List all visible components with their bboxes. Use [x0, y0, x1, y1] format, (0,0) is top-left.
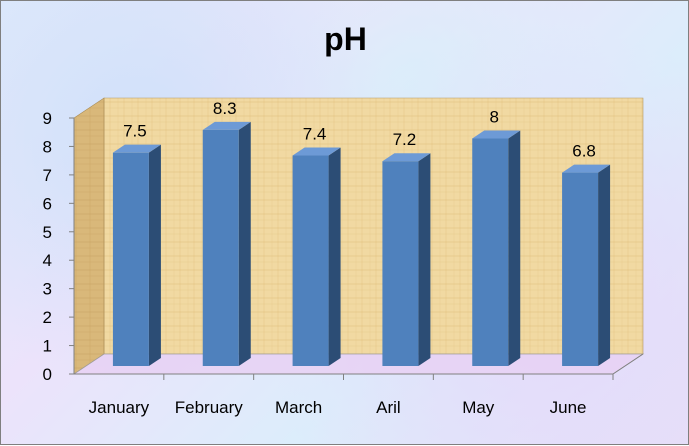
bar-side [238, 121, 251, 367]
data-label: 7.5 [123, 122, 147, 141]
bar-side [328, 147, 341, 366]
bar [562, 172, 599, 366]
y-tick-label: 0 [43, 365, 52, 384]
data-label: 7.2 [393, 130, 417, 149]
x-category-label: March [275, 398, 322, 417]
x-category-label: January [89, 398, 150, 417]
bar [112, 152, 149, 366]
x-category-label: Aril [376, 398, 401, 417]
x-category-label: June [550, 398, 587, 417]
bar [382, 161, 419, 366]
data-label: 8.3 [213, 99, 237, 118]
y-tick-label: 5 [43, 223, 52, 242]
bar-top [382, 153, 431, 162]
chart-title: pH [324, 21, 367, 57]
data-label: 8 [490, 107, 499, 126]
bar-top [562, 164, 611, 173]
y-tick-label: 8 [43, 137, 52, 156]
data-label: 6.8 [572, 142, 596, 161]
bar [292, 155, 329, 366]
bar [472, 138, 509, 366]
bar-side [148, 144, 161, 366]
bar-side [598, 164, 611, 366]
bar [202, 129, 239, 366]
bar-top [292, 147, 341, 156]
y-tick-label: 2 [43, 308, 52, 327]
bar-side [418, 153, 431, 366]
y-tick-label: 4 [43, 251, 52, 270]
y-tick-label: 7 [43, 166, 52, 185]
side-wall [73, 97, 105, 375]
y-tick-label: 9 [43, 109, 52, 128]
y-tick-label: 3 [43, 280, 52, 299]
x-category-label: February [175, 398, 244, 417]
data-label: 7.4 [303, 125, 327, 144]
floor-edge [612, 353, 644, 375]
bar-top [112, 144, 161, 153]
bar-top [202, 121, 251, 130]
y-tick-label: 1 [43, 337, 52, 356]
y-tick-label: 6 [43, 194, 52, 213]
bar-side [508, 130, 521, 366]
x-category-label: May [462, 398, 495, 417]
bar-top [472, 130, 521, 139]
